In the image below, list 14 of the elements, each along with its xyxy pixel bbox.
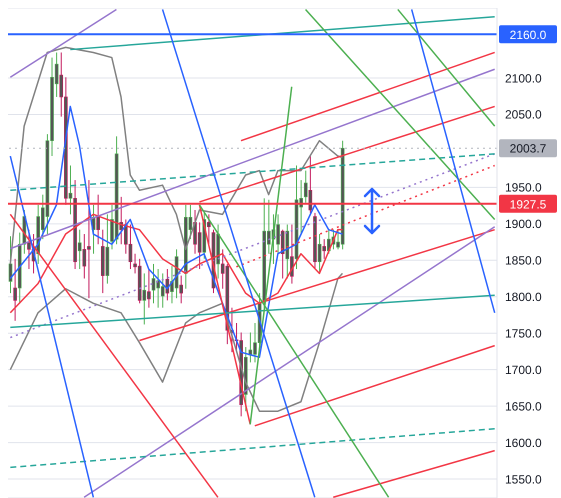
ref-line-label: 2160.0: [510, 28, 547, 42]
y-tick-label: 1800.0: [505, 290, 542, 304]
ref-line-label: 2003.7: [510, 142, 547, 156]
y-tick-label: 1750.0: [505, 326, 542, 340]
y-tick-label: 1600.0: [505, 436, 542, 450]
y-tick-label: 1700.0: [505, 362, 542, 377]
y-tick-label: 2100.0: [505, 71, 542, 86]
y-tick-label: 2050.0: [505, 108, 542, 122]
y-tick-label: 1900.0: [505, 217, 542, 232]
y-tick-label: 1650.0: [505, 399, 542, 414]
y-tick-label: 1850.0: [505, 254, 542, 268]
ref-line-label: 1927.5: [510, 197, 547, 212]
y-tick-label: 1950.0: [505, 180, 542, 195]
y-tick-label: 1550.0: [505, 472, 542, 486]
